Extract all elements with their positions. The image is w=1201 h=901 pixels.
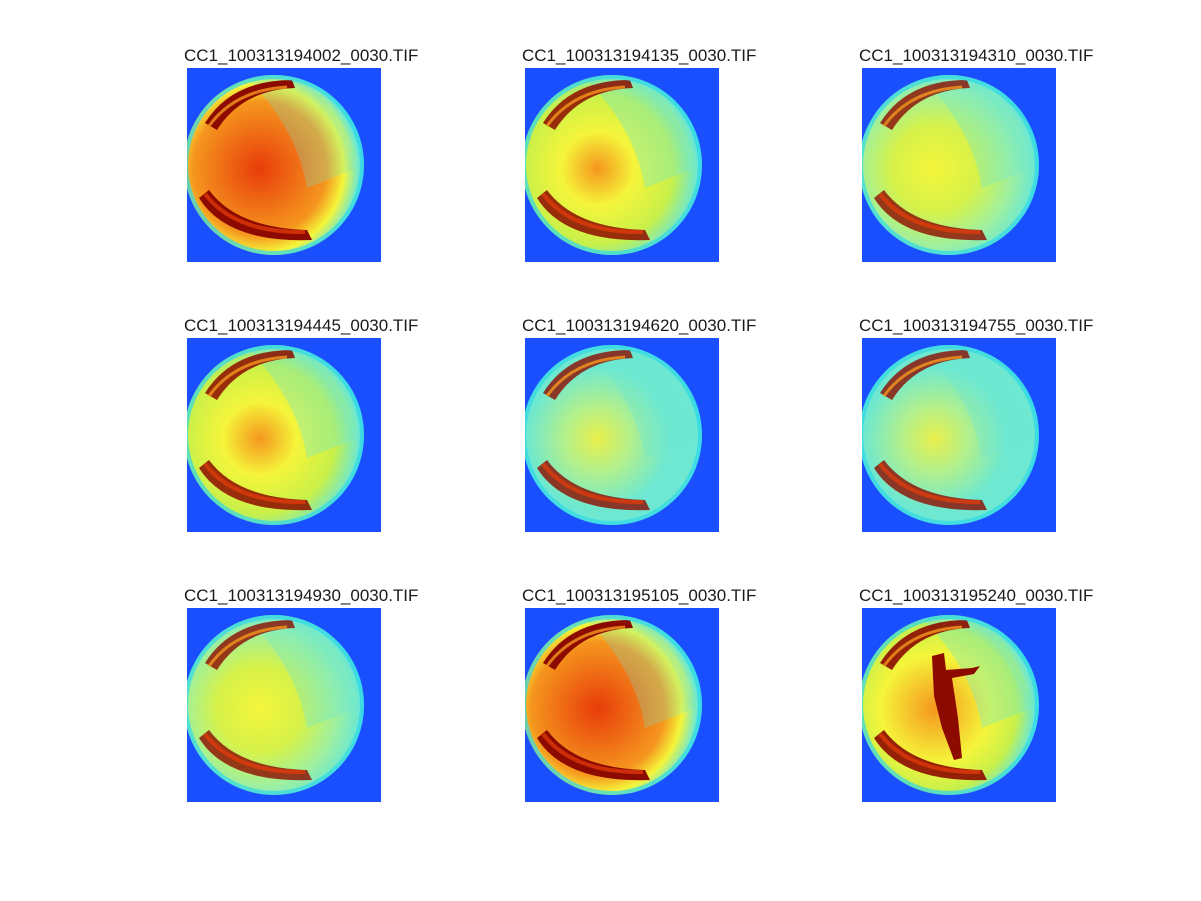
panel-3: CC1_100313194310_0030.TIF (859, 47, 1093, 262)
sky-disk (525, 345, 702, 525)
panel-title: CC1_100313194620_0030.TIF (522, 316, 757, 335)
panel-6: CC1_100313194755_0030.TIF (859, 317, 1093, 532)
sky-image (525, 608, 719, 802)
sky-image (525, 338, 719, 532)
sky-image (525, 68, 719, 262)
panel-5: CC1_100313194620_0030.TIF (522, 317, 756, 532)
panel-1: CC1_100313194002_0030.TIF (184, 47, 418, 262)
sky-disk (525, 75, 702, 255)
sky-disk (862, 75, 1039, 255)
sky-image (862, 68, 1056, 262)
sky-image (187, 608, 381, 802)
sky-image (862, 338, 1056, 532)
sky-disk (525, 615, 702, 795)
panel-title: CC1_100313194002_0030.TIF (184, 46, 419, 65)
panel-title: CC1_100313194135_0030.TIF (522, 46, 757, 65)
panel-7: CC1_100313194930_0030.TIF (184, 587, 418, 802)
panel-title: CC1_100313194310_0030.TIF (859, 46, 1094, 65)
panel-title: CC1_100313195105_0030.TIF (522, 586, 757, 605)
panel-title: CC1_100313194445_0030.TIF (184, 316, 419, 335)
panel-title: CC1_100313194930_0030.TIF (184, 586, 419, 605)
panel-8: CC1_100313195105_0030.TIF (522, 587, 756, 802)
sky-image (862, 608, 1056, 802)
sky-disk (187, 345, 364, 525)
panel-title: CC1_100313194755_0030.TIF (859, 316, 1094, 335)
panel-2: CC1_100313194135_0030.TIF (522, 47, 756, 262)
panel-4: CC1_100313194445_0030.TIF (184, 317, 418, 532)
sky-disk (187, 615, 364, 795)
sky-image (187, 68, 381, 262)
sky-disk (187, 75, 364, 255)
panel-title: CC1_100313195240_0030.TIF (859, 586, 1094, 605)
panel-9: CC1_100313195240_0030.TIF (859, 587, 1093, 802)
sky-disk (862, 345, 1039, 525)
sky-image (187, 338, 381, 532)
